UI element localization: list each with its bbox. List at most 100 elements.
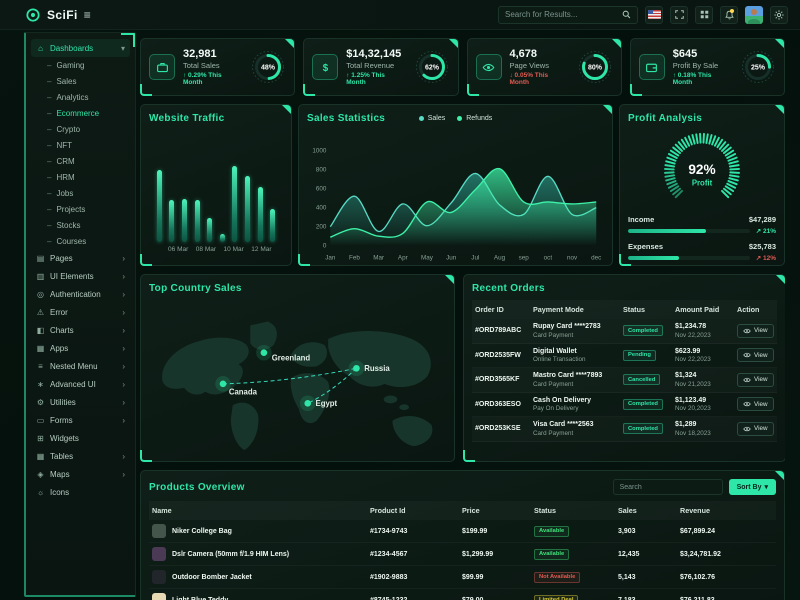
traffic-bar[interactable] (232, 165, 238, 242)
sidebar-subitem-sales[interactable]: – Sales (47, 76, 77, 86)
product-id-cell: #1734-9743 (367, 520, 459, 543)
sidebar-item-tables[interactable]: ▦ Tables › (31, 447, 130, 465)
sidebar-item-label: Widgets (50, 433, 79, 443)
traffic-bar[interactable] (270, 209, 276, 242)
menu-toggle-icon[interactable]: ≡ (83, 7, 91, 22)
chevron-right-icon: › (122, 325, 125, 335)
profit-row-bar (628, 256, 750, 260)
map-marker-canada[interactable]: Canada (215, 376, 258, 397)
sidebar-subitem-hrm[interactable]: – HRM (47, 172, 75, 182)
brand-logo-icon (26, 7, 40, 22)
sidebar-item-ui-elements[interactable]: ▥ UI Elements › (31, 267, 130, 285)
header-search[interactable] (498, 5, 638, 24)
map-route (222, 367, 357, 385)
products-search-input[interactable] (612, 479, 723, 495)
legend-dot (418, 116, 424, 121)
traffic-bar[interactable] (156, 169, 162, 242)
view-order-button[interactable]: View (737, 421, 774, 436)
product-name-cell[interactable]: Light Blue Teddy (149, 589, 367, 600)
traffic-bar[interactable] (181, 199, 187, 242)
traffic-bar[interactable] (194, 200, 200, 242)
sidebar-item-dashboards[interactable]: ⌂ Dashboards ▾ (31, 39, 130, 57)
x-axis-tick: dec (591, 254, 601, 261)
sidebar-subitem-crm[interactable]: – CRM (47, 156, 75, 166)
sidebar-subitem-nft[interactable]: – NFT (47, 140, 73, 150)
view-order-button[interactable]: View (737, 397, 774, 412)
avatar[interactable] (745, 5, 763, 24)
map-marker-egypt[interactable]: Egypt (299, 395, 338, 412)
sidebar-item-apps[interactable]: ▦ Apps › (31, 339, 130, 357)
dashboard-icon: ⌂ (38, 43, 43, 53)
apps-grid-button[interactable] (695, 5, 713, 24)
sidebar-subitem-projects[interactable]: – Projects (47, 204, 86, 214)
product-name-cell[interactable]: Outdoor Bomber Jacket (149, 566, 367, 589)
sidebar-item-nested-menu[interactable]: ≡ Nested Menu › (31, 357, 130, 375)
sidebar-item-pages[interactable]: ▤ Pages › (31, 249, 130, 267)
traffic-bar[interactable] (169, 200, 175, 242)
map-marker-label: Russia (364, 364, 390, 373)
map-marker-greenland[interactable]: Greenland (256, 344, 310, 363)
sidebar-item-authentication[interactable]: ◎ Authentication › (31, 285, 130, 303)
profit-row-income: Income $47,289 ↗ 21% (628, 215, 776, 235)
map-marker-russia[interactable]: Russia (348, 360, 391, 377)
product-thumbnail (152, 547, 166, 561)
sidebar-subitem-gaming[interactable]: – Gaming (47, 60, 85, 70)
product-name-cell[interactable]: Niker College Bag (149, 520, 367, 543)
sidebar-item-label: Dashboards (50, 43, 94, 53)
sidebar-subitem-jobs[interactable]: – Jobs (47, 188, 74, 198)
chevron-right-icon: › (122, 451, 125, 461)
sidebar-subitem-courses[interactable]: – Courses (47, 236, 87, 246)
product-id-cell: #1234-4567 (367, 543, 459, 566)
stat-value: $645 (672, 48, 698, 60)
stat-percent: 62% (424, 65, 439, 72)
sort-by-button[interactable]: Sort By ▾ (728, 479, 776, 495)
legend-item-refunds[interactable]: Refunds (457, 115, 492, 122)
sidebar-subitem-analytics[interactable]: – Analytics (47, 92, 89, 102)
sidebar-subitem-crypto[interactable]: – Crypto (47, 124, 81, 134)
traffic-bar[interactable] (257, 186, 263, 242)
sidebar-item-label: Error (50, 307, 68, 317)
sidebar-item-icons[interactable]: ☼ Icons (31, 483, 130, 501)
sidebar-item-error[interactable]: ⚠ Error › (31, 303, 130, 321)
sidebar-item-maps[interactable]: ◈ Maps › (31, 465, 130, 483)
traffic-bar[interactable] (219, 233, 225, 242)
view-order-button[interactable]: View (737, 372, 774, 387)
status-badge: Completed (623, 398, 663, 410)
sidebar-item-forms[interactable]: ▭ Forms › (31, 411, 130, 429)
traffic-bar[interactable] (244, 175, 250, 242)
orders-col-action: Action (734, 300, 777, 319)
product-name-cell[interactable]: Dslr Camera (50mm f/1.9 HIM Lens) (149, 543, 367, 566)
orders-col-status: Status (620, 300, 672, 319)
view-order-button[interactable]: View (737, 348, 774, 363)
profit-row-delta: ↗ 21% (755, 228, 776, 235)
chevron-right-icon: › (122, 253, 125, 263)
sidebar-item-widgets[interactable]: ⊞ Widgets (31, 429, 130, 447)
widgets-icon: ⊞ (37, 433, 44, 443)
product-thumbnail (152, 570, 166, 584)
pages-icon: ▤ (36, 253, 45, 263)
traffic-bar[interactable] (207, 217, 213, 242)
sidebar-subitem-stocks[interactable]: – Stocks (47, 220, 81, 230)
product-price-cell: $199.99 (459, 520, 531, 543)
recent-orders-table: Order ID Payment Mode Status Amount Paid Act… (472, 300, 777, 442)
view-order-button[interactable]: View (737, 323, 774, 338)
products-overview-title: Products Overview (149, 481, 245, 493)
sidebar-subitem-ecommerce[interactable]: – Ecommerce (47, 108, 100, 118)
x-axis-tick: Aug (494, 254, 506, 261)
search-input[interactable] (505, 10, 616, 19)
world-map: Greenland Canada Russia Egypt (162, 321, 433, 451)
language-flag-button[interactable] (645, 5, 663, 24)
legend-item-sales[interactable]: Sales (418, 115, 445, 122)
chevron-right-icon: › (122, 343, 125, 353)
fullscreen-button[interactable] (670, 5, 688, 24)
sidebar-item-utilities[interactable]: ⚙ Utilities › (31, 393, 130, 411)
website-traffic-chart (153, 140, 279, 242)
products-col-name: Name (149, 501, 367, 520)
map-markers: Greenland Canada Russia Egypt (215, 344, 391, 412)
stat-value: 4,678 (509, 48, 538, 60)
notifications-button[interactable] (720, 5, 738, 24)
search-icon[interactable] (622, 10, 631, 19)
settings-button[interactable] (770, 5, 788, 24)
sidebar-item-charts[interactable]: ◧ Charts › (31, 321, 130, 339)
sidebar-item-advanced-ui[interactable]: ∗ Advanced UI › (31, 375, 130, 393)
